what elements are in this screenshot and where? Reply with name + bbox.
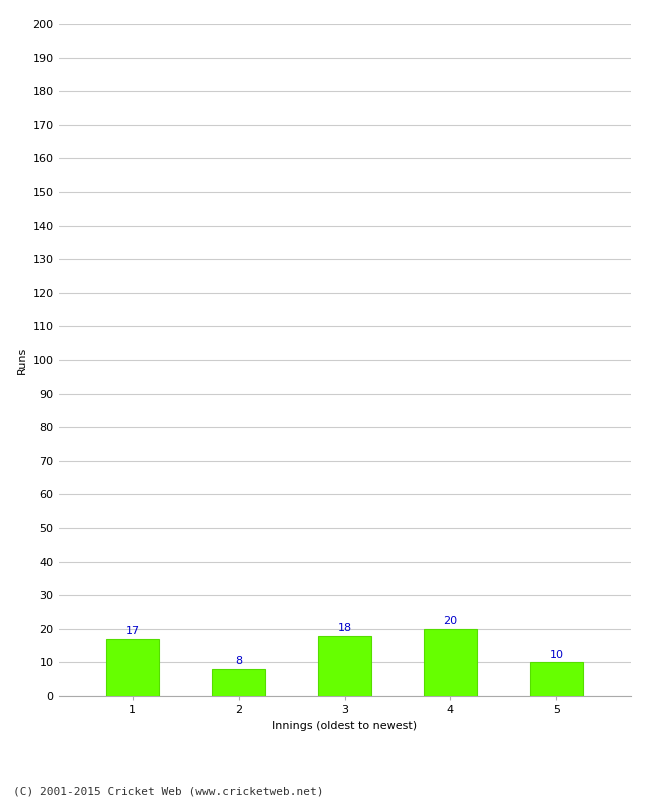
Bar (212, 669, 265, 696)
Text: 10: 10 (549, 650, 564, 660)
Text: 8: 8 (235, 657, 242, 666)
Text: 17: 17 (125, 626, 140, 636)
Text: 18: 18 (337, 623, 352, 633)
Bar (318, 635, 371, 696)
Text: (C) 2001-2015 Cricket Web (www.cricketweb.net): (C) 2001-2015 Cricket Web (www.cricketwe… (13, 786, 324, 796)
Text: 20: 20 (443, 616, 458, 626)
Bar (424, 629, 477, 696)
Y-axis label: Runs: Runs (17, 346, 27, 374)
X-axis label: Innings (oldest to newest): Innings (oldest to newest) (272, 721, 417, 730)
Bar (530, 662, 583, 696)
Bar (106, 639, 159, 696)
